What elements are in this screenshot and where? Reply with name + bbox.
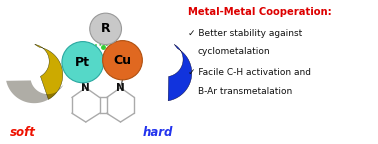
Polygon shape [168, 44, 192, 101]
Text: soft: soft [10, 126, 36, 139]
Text: B-Ar transmetalation: B-Ar transmetalation [198, 87, 292, 96]
Text: cyclometalation: cyclometalation [198, 48, 271, 56]
Polygon shape [35, 44, 63, 99]
Polygon shape [6, 80, 64, 103]
Circle shape [90, 13, 121, 44]
Text: Pt: Pt [75, 56, 90, 69]
Text: N: N [116, 83, 125, 93]
Circle shape [62, 42, 104, 83]
Text: R: R [101, 22, 110, 35]
Text: Metal-Metal Cooperation:: Metal-Metal Cooperation: [188, 7, 332, 17]
Text: ✓ Facile C-H activation and: ✓ Facile C-H activation and [188, 68, 311, 77]
Text: ✓ Better stability against: ✓ Better stability against [188, 29, 302, 38]
Text: hard: hard [143, 126, 174, 139]
Text: N: N [81, 83, 90, 93]
Circle shape [103, 41, 143, 80]
Text: Cu: Cu [113, 54, 132, 67]
